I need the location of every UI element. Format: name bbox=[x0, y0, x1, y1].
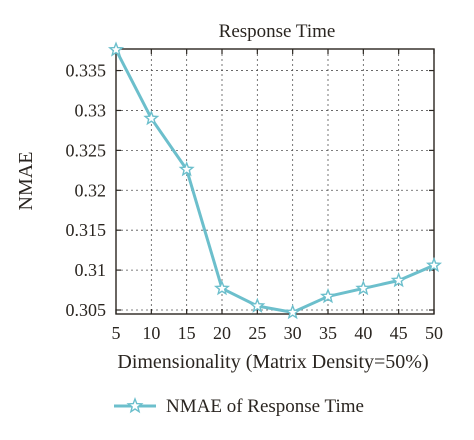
x-tick-label: 10 bbox=[142, 323, 160, 343]
x-tick-label: 45 bbox=[390, 323, 408, 343]
legend-label: NMAE of Response Time bbox=[166, 396, 364, 417]
axis-ticks: 5 10 15 20 25 30 35 40 45 50 0.305 0.31 0.315 0.32 0.3… bbox=[66, 49, 443, 343]
y-tick-label: 0.335 bbox=[66, 61, 107, 81]
plot-area-frame bbox=[115, 48, 435, 315]
y-tick-label: 0.315 bbox=[66, 220, 107, 240]
x-tick-label: 5 bbox=[112, 323, 121, 343]
x-tick-label: 30 bbox=[284, 323, 302, 343]
x-tick-label: 15 bbox=[178, 323, 196, 343]
data-point-star bbox=[425, 256, 443, 273]
legend: NMAE of Response Time bbox=[114, 396, 364, 417]
data-point-star bbox=[390, 272, 407, 288]
series-line bbox=[114, 49, 435, 314]
x-tick-label: 20 bbox=[213, 323, 231, 343]
data-point-star bbox=[178, 161, 195, 177]
x-axis-label: Dimensionality (Matrix Density=50%) bbox=[117, 351, 428, 373]
data-point-star bbox=[249, 297, 266, 313]
y-axis-label: NMAE bbox=[15, 152, 37, 211]
y-tick-label: 0.31 bbox=[75, 260, 107, 280]
data-point-star bbox=[284, 303, 301, 320]
y-tick-label: 0.33 bbox=[75, 100, 107, 120]
legend-star-marker bbox=[126, 397, 144, 414]
chart-title: Response Time bbox=[219, 21, 336, 42]
y-tick-label: 0.32 bbox=[75, 180, 107, 200]
data-point-star bbox=[107, 41, 125, 57]
data-point-star bbox=[319, 288, 337, 304]
y-tick-label: 0.305 bbox=[66, 300, 107, 320]
data-point-star bbox=[143, 110, 160, 126]
x-tick-label: 25 bbox=[248, 323, 266, 343]
data-point-star bbox=[355, 280, 372, 296]
x-tick-label: 50 bbox=[425, 323, 443, 343]
x-tick-label: 35 bbox=[319, 323, 337, 343]
x-tick-label: 40 bbox=[354, 323, 372, 343]
y-tick-label: 0.325 bbox=[66, 140, 107, 160]
data-point-star bbox=[213, 280, 231, 296]
series-layer bbox=[107, 41, 443, 320]
grid bbox=[116, 49, 434, 314]
